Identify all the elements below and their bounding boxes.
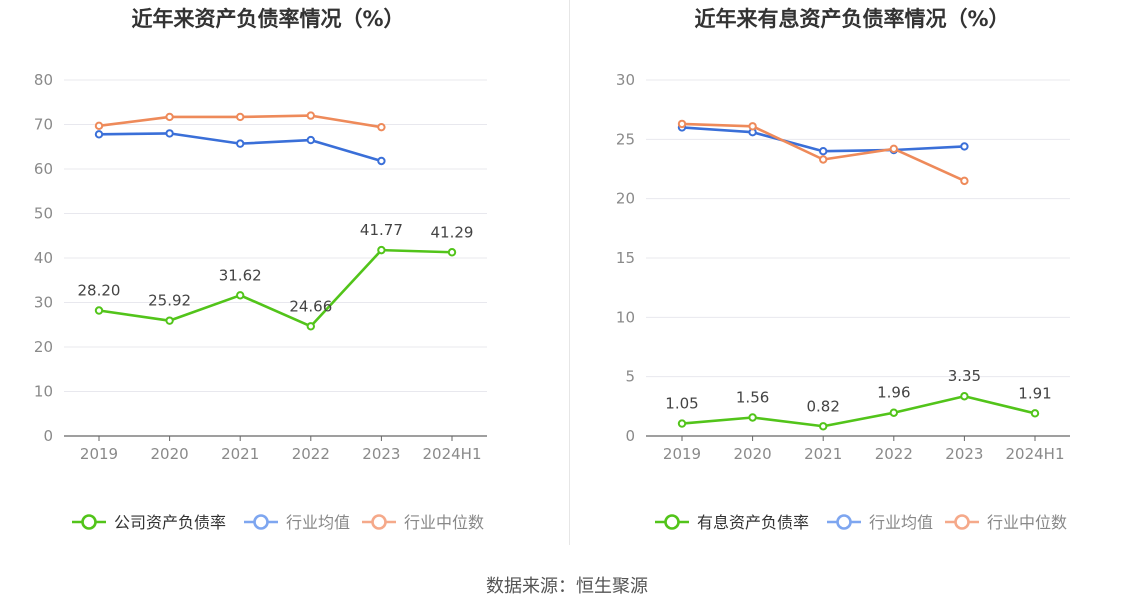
- y-tick-label: 30: [616, 71, 635, 89]
- data-label: 28.20: [78, 282, 121, 300]
- data-label: 1.91: [1018, 384, 1051, 402]
- x-tick-label: 2022: [292, 445, 330, 463]
- y-tick-label: 10: [34, 383, 53, 401]
- x-tick-label: 2021: [804, 445, 842, 463]
- legend-item-industry_avg: 行业均值: [244, 513, 350, 532]
- data-point-company: [748, 413, 757, 422]
- data-point-company: [447, 248, 457, 257]
- data-label: 0.82: [806, 397, 839, 415]
- legend-label: 行业均值: [286, 513, 350, 532]
- data-point-industry_median: [819, 155, 828, 164]
- data-point-industry_median: [748, 122, 757, 131]
- data-point-company: [236, 291, 245, 300]
- x-tick-label: 2020: [734, 445, 772, 463]
- legend-item-company: 公司资产负债率: [72, 513, 226, 532]
- legend-label: 行业中位数: [404, 513, 484, 532]
- data-point-industry_median: [236, 112, 245, 122]
- x-tick-label: 2024H1: [423, 445, 482, 463]
- panel-divider: [569, 0, 570, 545]
- y-tick-label: 50: [34, 205, 53, 223]
- x-tick-label: 2023: [362, 445, 400, 463]
- series-line-company: [681, 394, 1036, 428]
- chart-panel-2: 近年来有息资产负债率情况（%） 0 5 10 15 20 25 30 2019 2020 2021 2…: [616, 7, 1070, 532]
- data-point-company: [94, 306, 104, 315]
- x-tick-label: 2019: [663, 445, 701, 463]
- legend-marker-icon: [954, 514, 970, 530]
- data-point-industry_median: [94, 121, 104, 131]
- x-tick-label: 2022: [875, 445, 913, 463]
- y-tick-label: 0: [43, 427, 53, 445]
- legend-marker-icon: [664, 514, 680, 530]
- data-point-company: [377, 245, 386, 255]
- series-line-company: [98, 248, 453, 328]
- data-point-industry_median: [677, 119, 687, 129]
- data-label: 24.66: [289, 297, 332, 315]
- chart-title: 近年来有息资产负债率情况（%）: [694, 7, 1009, 31]
- data-point-company: [677, 419, 687, 428]
- legend-label: 有息资产负债率: [697, 513, 809, 532]
- data-point-company: [819, 422, 828, 431]
- y-tick-label: 15: [616, 249, 635, 267]
- data-point-company: [960, 392, 969, 401]
- legend-marker-icon: [836, 514, 852, 530]
- legend-item-industry_median: 行业中位数: [362, 513, 484, 532]
- data-source-note: 数据来源：恒生聚源: [486, 576, 648, 597]
- data-point-industry_avg: [236, 139, 245, 148]
- y-tick-label: 40: [34, 249, 53, 267]
- y-tick-label: 25: [616, 130, 635, 148]
- y-tick-label: 20: [34, 338, 53, 356]
- legend-item-company: 有息资产负债率: [655, 513, 809, 532]
- x-tick-label: 2024H1: [1006, 445, 1065, 463]
- y-tick-label: 20: [616, 190, 635, 208]
- data-point-industry_median: [306, 111, 315, 120]
- data-label: 41.29: [431, 223, 474, 241]
- data-point-company: [889, 408, 898, 417]
- data-label: 1.05: [665, 395, 698, 413]
- data-point-industry_median: [960, 176, 969, 186]
- y-tick-label: 60: [34, 160, 53, 178]
- legend-label: 行业中位数: [987, 513, 1067, 532]
- x-tick-label: 2019: [80, 445, 118, 463]
- x-tick-label: 2020: [151, 445, 189, 463]
- legend-item-industry_avg: 行业均值: [827, 513, 933, 532]
- legend-item-industry_median: 行业中位数: [945, 513, 1067, 532]
- data-point-industry_avg: [819, 147, 828, 156]
- legend-marker-icon: [253, 514, 269, 530]
- data-point-company: [1030, 409, 1040, 418]
- data-point-industry_avg: [94, 130, 104, 139]
- data-point-industry_median: [165, 112, 174, 122]
- data-point-industry_avg: [960, 142, 969, 151]
- data-point-industry_avg: [165, 129, 174, 138]
- y-tick-label: 0: [625, 427, 635, 445]
- x-tick-label: 2023: [945, 445, 983, 463]
- data-label: 3.35: [948, 367, 981, 385]
- data-point-company: [306, 322, 315, 331]
- y-tick-label: 70: [34, 116, 53, 134]
- data-point-industry_median: [377, 122, 386, 132]
- x-tick-label: 2021: [221, 445, 259, 463]
- y-tick-label: 80: [34, 71, 53, 89]
- data-label: 1.96: [877, 384, 910, 402]
- data-label: 25.92: [148, 292, 191, 310]
- data-point-industry_avg: [377, 156, 386, 166]
- data-label: 31.62: [219, 266, 262, 284]
- data-point-company: [165, 316, 174, 325]
- legend-label: 行业均值: [869, 513, 933, 532]
- data-label: 1.56: [736, 388, 769, 406]
- legend-marker-icon: [371, 514, 387, 530]
- legend-marker-icon: [81, 514, 97, 530]
- data-point-industry_avg: [306, 135, 315, 145]
- data-label: 41.77: [360, 221, 403, 239]
- legend-label: 公司资产负债率: [114, 513, 226, 532]
- chart-panel-1: 近年来资产负债率情况（%） 0 10 20 30 40 50 60 70 80 2019 2020 20…: [34, 7, 487, 532]
- y-tick-label: 10: [616, 308, 635, 326]
- data-point-industry_median: [889, 144, 898, 154]
- y-tick-label: 5: [625, 368, 635, 386]
- chart-title: 近年来资产负债率情况（%）: [131, 7, 404, 31]
- y-tick-label: 30: [34, 294, 53, 312]
